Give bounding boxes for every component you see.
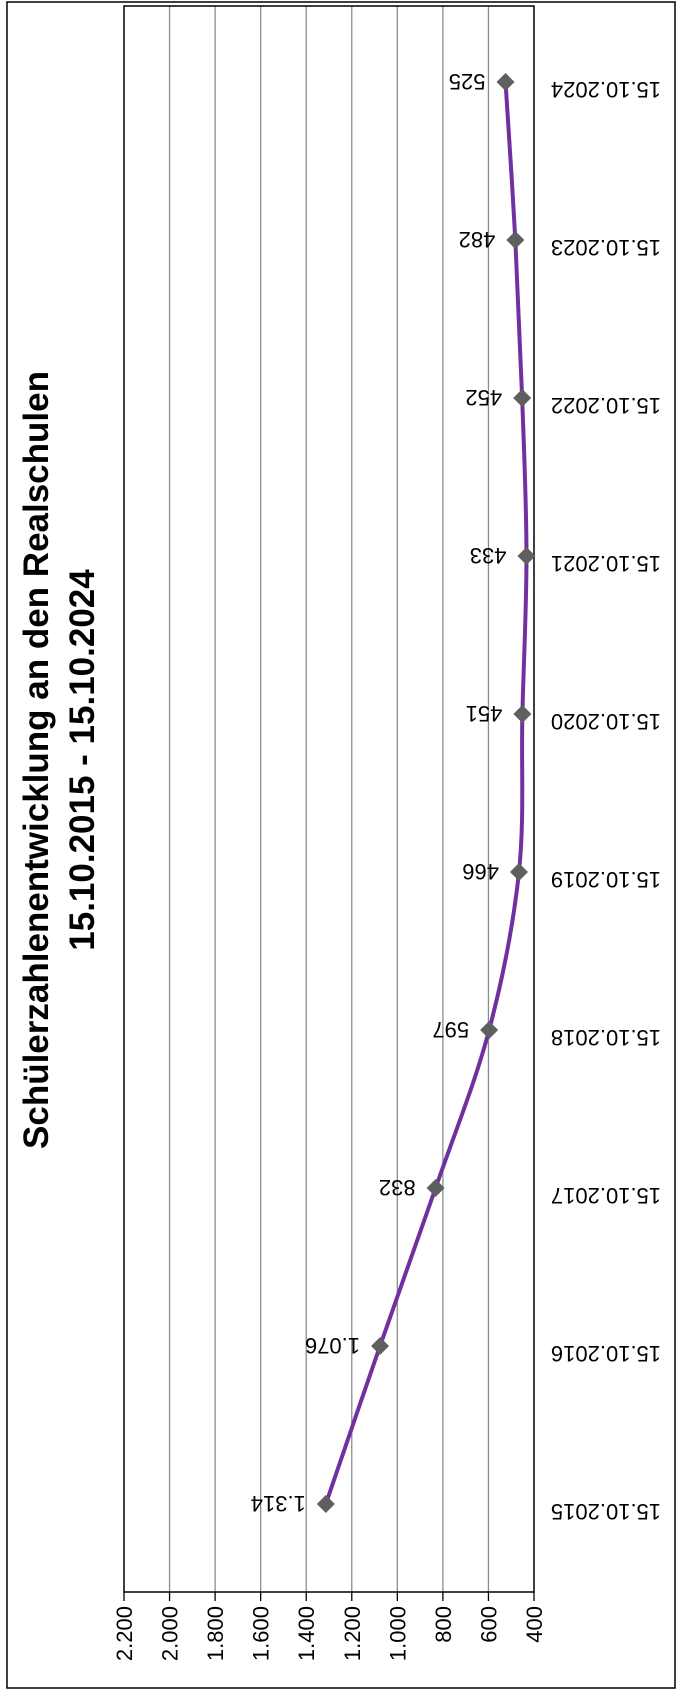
chart-subtitle: 15.10.2015 - 15.10.2024 [63, 569, 102, 951]
chart-border [6, 1, 676, 1689]
y-tick-label: 1.600 [249, 1606, 274, 1661]
x-tick-label: 15.10.2021 [551, 551, 661, 576]
y-axis: 400 600 800 1.000 1.200 1.400 1.600 1.800 2.000 2… [112, 1592, 547, 1661]
y-tick-label: 2.000 [158, 1606, 183, 1661]
data-point [496, 73, 515, 91]
data-point [316, 1495, 335, 1513]
data-label: 466 [462, 859, 499, 884]
data-label: 452 [465, 385, 502, 410]
chart-title: Schülerzahlenentwicklung an den Realschu… [17, 371, 56, 1149]
x-tick-label: 15.10.2020 [551, 709, 661, 734]
data-point [513, 389, 532, 407]
y-tick-label: 1.400 [294, 1606, 319, 1661]
data-point [513, 705, 532, 723]
x-axis: 15.10.2015 15.10.2016 15.10.2017 15.10.2018… [551, 77, 661, 1524]
x-tick-label: 15.10.2015 [551, 1499, 661, 1524]
plot-area [123, 5, 535, 1593]
x-tick-label: 15.10.2017 [551, 1183, 661, 1208]
y-tick-label: 600 [476, 1606, 501, 1643]
data-point [426, 1179, 445, 1197]
y-tick-label: 1.800 [203, 1606, 228, 1661]
y-tick-label: 800 [431, 1606, 456, 1643]
data-label: 1.314 [251, 1491, 306, 1516]
x-tick-label: 15.10.2023 [551, 235, 661, 260]
y-tick-label: 1.200 [340, 1606, 365, 1661]
data-label: 1.076 [305, 1333, 360, 1358]
data-point [480, 1021, 499, 1039]
data-point [509, 863, 528, 881]
data-point [517, 547, 536, 565]
data-label: 832 [379, 1175, 416, 1200]
data-label: 597 [432, 1017, 469, 1042]
x-tick-label: 15.10.2024 [551, 77, 661, 102]
data-label: 451 [466, 701, 503, 726]
series-line [323, 81, 529, 1505]
data-label: 433 [470, 543, 507, 568]
x-tick-label: 15.10.2022 [551, 393, 661, 418]
y-tick-label: 2.200 [112, 1606, 137, 1661]
x-tick-label: 15.10.2018 [551, 1025, 661, 1050]
x-tick-label: 15.10.2019 [551, 867, 661, 892]
series: 1.314 1.076 832 597 466 451 433 452 482 525 [251, 69, 536, 1516]
gridlines [168, 6, 490, 1592]
x-tick-label: 15.10.2016 [551, 1341, 661, 1366]
data-label: 482 [459, 227, 496, 252]
y-tick-label: 400 [522, 1606, 547, 1643]
data-point [371, 1337, 390, 1355]
data-label: 525 [449, 69, 486, 94]
data-point [506, 231, 525, 249]
y-tick-label: 1.000 [385, 1606, 410, 1661]
